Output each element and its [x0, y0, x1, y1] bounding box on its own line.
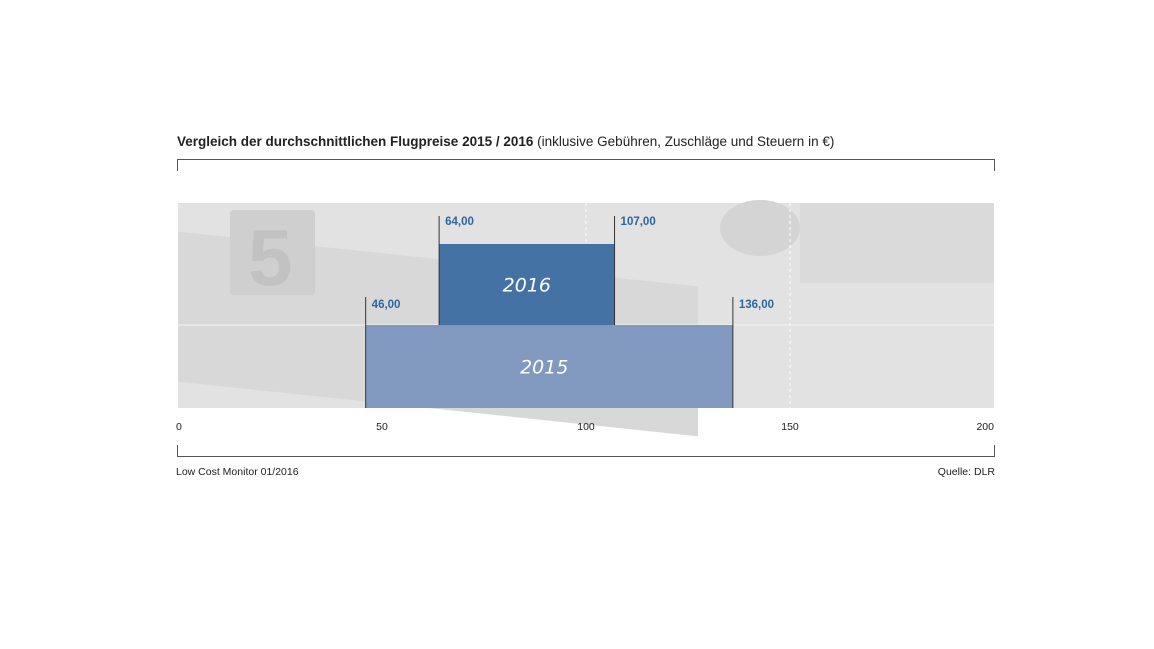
- banknote-digit-area: [230, 210, 315, 295]
- top-bracket: [177, 159, 995, 171]
- x-tick-label-0: 0: [176, 421, 182, 433]
- footer-source: Quelle: DLR: [937, 466, 995, 478]
- chart-title-main: Vergleich der durchschnittlichen Flugpre…: [177, 134, 534, 149]
- chart-title: Vergleich der durchschnittlichen Flugpre…: [177, 134, 834, 149]
- bar-2016: [439, 244, 615, 325]
- x-tick-label-150: 150: [781, 421, 799, 433]
- footer-publication: Low Cost Monitor 01/2016: [176, 466, 299, 478]
- coin-shape: [720, 200, 800, 256]
- value-label-2015-start: 46,00: [372, 299, 401, 311]
- chart-title-sub: (inklusive Gebühren, Zuschläge und Steue…: [537, 134, 835, 149]
- bottom-bracket: [177, 445, 995, 457]
- x-tick-label-200: 200: [976, 421, 994, 433]
- x-axis-ticks: 0 50 100 150 200: [176, 421, 994, 433]
- x-tick-label-100: 100: [577, 421, 595, 433]
- series-label-2016: 2016: [503, 275, 551, 297]
- bar-2015: [365, 325, 733, 408]
- series-label-2015: 2015: [520, 357, 568, 379]
- x-tick-label-50: 50: [376, 421, 388, 433]
- value-label-2016-start: 64,00: [445, 216, 474, 228]
- bars: 64,00 107,00 2016 46,00 136,00 2015: [365, 216, 774, 408]
- value-label-2016-end: 107,00: [621, 216, 656, 228]
- banknote-digit: 5: [248, 213, 293, 302]
- value-label-2015-end: 136,00: [739, 299, 774, 311]
- banknote-corner: [800, 203, 994, 283]
